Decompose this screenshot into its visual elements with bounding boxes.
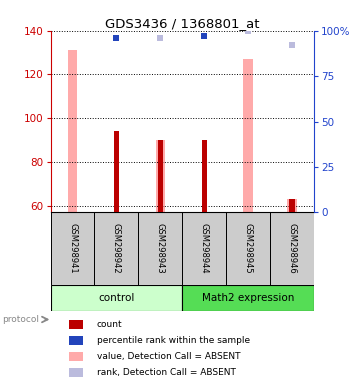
Text: percentile rank within the sample: percentile rank within the sample — [97, 336, 250, 345]
Bar — [182, 212, 226, 285]
Text: rank, Detection Call = ABSENT: rank, Detection Call = ABSENT — [97, 368, 235, 377]
Text: value, Detection Call = ABSENT: value, Detection Call = ABSENT — [97, 352, 240, 361]
Bar — [287, 199, 297, 212]
Text: Math2 expression: Math2 expression — [202, 293, 294, 303]
Text: GSM298942: GSM298942 — [112, 223, 121, 274]
Text: control: control — [98, 293, 135, 303]
Text: GSM298943: GSM298943 — [156, 223, 165, 274]
Bar — [202, 140, 207, 212]
Bar — [95, 212, 138, 285]
Bar — [114, 131, 119, 212]
Bar — [138, 212, 182, 285]
Text: GSM298941: GSM298941 — [68, 223, 77, 274]
Text: GSM298945: GSM298945 — [244, 223, 253, 274]
Bar — [290, 199, 295, 212]
Title: GDS3436 / 1368801_at: GDS3436 / 1368801_at — [105, 17, 260, 30]
Bar — [51, 212, 95, 285]
Text: count: count — [97, 320, 122, 329]
Bar — [51, 285, 182, 311]
Text: GSM298946: GSM298946 — [288, 223, 297, 274]
Bar — [69, 336, 83, 345]
Bar — [69, 320, 83, 329]
Bar — [158, 140, 163, 212]
Bar — [243, 59, 253, 212]
Bar — [182, 285, 314, 311]
Bar — [156, 140, 165, 212]
Bar — [68, 50, 77, 212]
Bar — [226, 212, 270, 285]
Bar — [69, 352, 83, 361]
Text: protocol: protocol — [2, 315, 39, 324]
Text: GSM298944: GSM298944 — [200, 223, 209, 274]
Bar — [270, 212, 314, 285]
Bar — [69, 367, 83, 377]
